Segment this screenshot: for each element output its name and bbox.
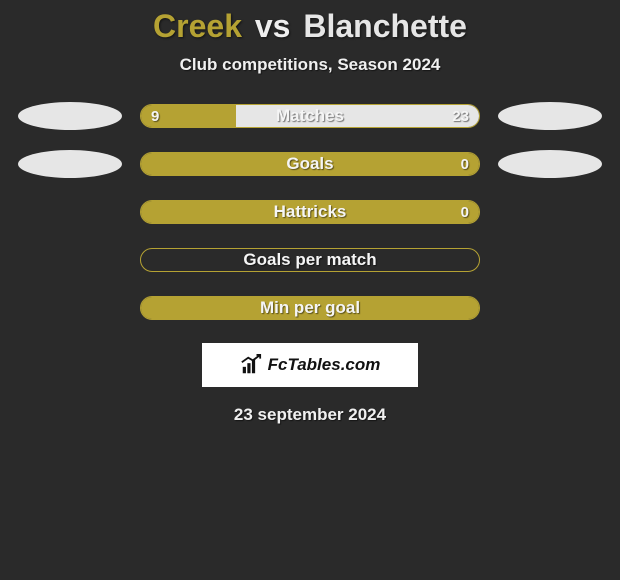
title-vs: vs [251,8,295,44]
stat-row: Min per goal [0,295,620,321]
player-a-name: Creek [153,8,242,44]
stat-bar: 923Matches [140,104,480,128]
subtitle: Club competitions, Season 2024 [0,55,620,75]
date-line: 23 september 2024 [0,405,620,425]
player-b-badge [498,102,602,130]
stat-label: Hattricks [141,201,479,223]
stat-row: 0Goals [0,151,620,177]
stat-label: Goals [141,153,479,175]
title: Creek vs Blanchette [0,8,620,45]
player-b-name: Blanchette [303,8,467,44]
stat-label: Matches [141,105,479,127]
brand-box: FcTables.com [202,343,418,387]
player-b-badge [498,150,602,178]
stat-label: Min per goal [141,297,479,319]
brand-text: FcTables.com [268,355,381,375]
stat-row: 0Hattricks [0,199,620,225]
stat-bar: 0Goals [140,152,480,176]
comparison-card: Creek vs Blanchette Club competitions, S… [0,0,620,425]
player-a-badge [18,102,122,130]
stat-row: Goals per match [0,247,620,273]
stat-rows: 923Matches 0Goals 0Hattricks Goals per matc… [0,103,620,321]
player-a-badge [18,150,122,178]
stat-bar: 0Hattricks [140,200,480,224]
brand-chart-icon [240,354,262,376]
stat-bar: Goals per match [140,248,480,272]
stat-label: Goals per match [141,249,479,271]
stat-bar: Min per goal [140,296,480,320]
stat-row: 923Matches [0,103,620,129]
